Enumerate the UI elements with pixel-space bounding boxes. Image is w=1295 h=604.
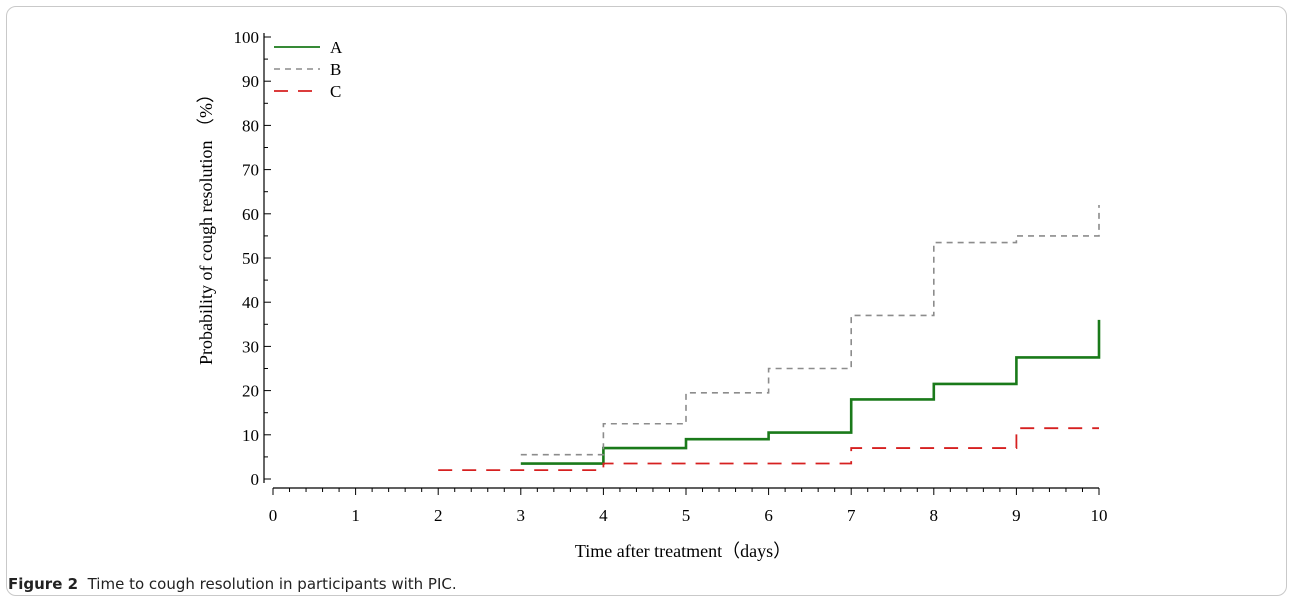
x-tick-label: 10 [1091,506,1108,525]
x-tick-label: 9 [1012,506,1021,525]
x-tick-label: 1 [351,506,360,525]
figure-caption: Figure 2 Time to cough resolution in par… [8,575,457,593]
figure-caption-text: Time to cough resolution in participants… [87,575,457,593]
x-tick-label: 5 [682,506,691,525]
y-tick-label: 90 [242,72,259,91]
x-tick-label: 7 [847,506,856,525]
x-axis-label: Time after treatment（days） [575,541,791,561]
caption-spacer [78,575,88,593]
legend-label-b: B [330,60,341,79]
y-tick-label: 0 [251,470,260,489]
x-tick-label: 0 [269,506,278,525]
y-tick-label: 20 [242,382,259,401]
figure-label: Figure 2 [8,575,79,593]
y-tick-label: 100 [234,28,260,47]
y-tick-label: 40 [242,293,259,312]
y-tick-label: 30 [242,337,259,356]
figure-frame [6,6,1287,596]
x-tick-label: 8 [930,506,939,525]
y-tick-label: 10 [242,426,259,445]
x-tick-label: 2 [434,506,443,525]
legend-label-c: C [330,82,341,101]
x-tick-label: 6 [764,506,773,525]
legend: ABC [274,38,343,101]
y-tick-label: 50 [242,249,259,268]
y-axis-label: Probability of cough resolution （%） [196,85,216,365]
series-layer [438,204,1101,472]
y-tick-label: 60 [242,205,259,224]
x-tick-label: 3 [517,506,526,525]
y-tick-label: 80 [242,116,259,135]
legend-label-a: A [330,38,343,57]
y-tick-label: 70 [242,161,259,180]
series-line-a [520,319,1101,465]
series-line-b [520,204,1100,456]
x-tick-label: 4 [599,506,608,525]
